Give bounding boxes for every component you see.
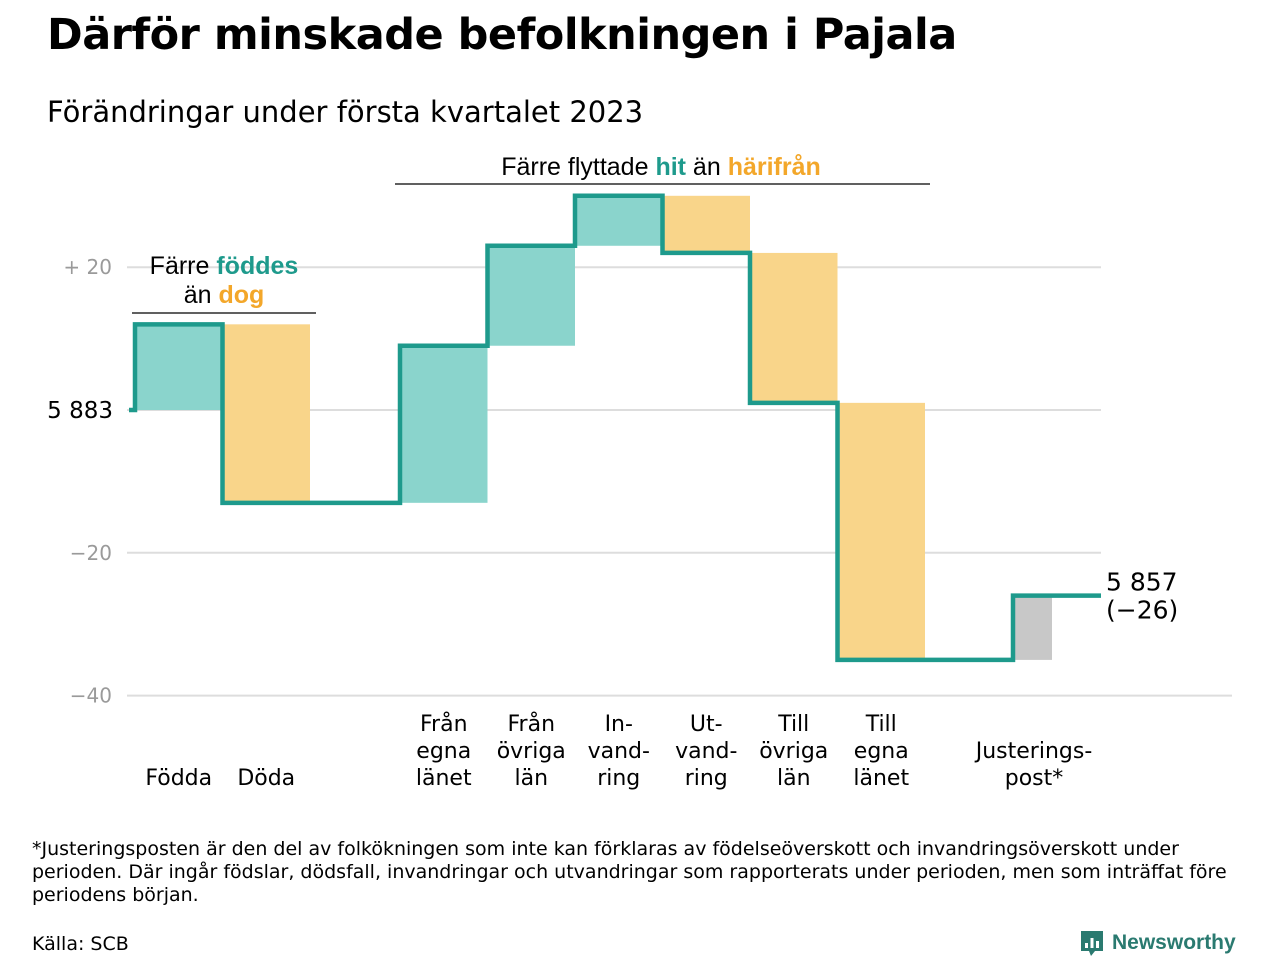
y-tick-label: −40 xyxy=(70,684,112,708)
category-label: vand- xyxy=(675,739,737,764)
annotation-part: härifrån xyxy=(728,153,821,181)
annotation-births: Färre föddes xyxy=(150,252,299,280)
y-tick-label: −20 xyxy=(70,541,112,565)
category-label: In- xyxy=(605,712,633,737)
gridlines xyxy=(127,266,1232,697)
step-line xyxy=(129,193,1101,663)
category-label: länet xyxy=(853,766,909,791)
end-value-label: 5 857 xyxy=(1106,568,1178,597)
category-label: Till xyxy=(865,712,897,737)
bar-invandring xyxy=(575,195,663,246)
category-label: län xyxy=(777,766,811,791)
bar-till-övriga-län xyxy=(750,252,838,403)
category-label: Födda xyxy=(145,766,212,791)
category-label: länet xyxy=(416,766,472,791)
category-label: egna xyxy=(416,739,471,764)
annotation-part: föddes xyxy=(216,252,298,280)
category-label: Från xyxy=(507,711,555,737)
category-label: Ut- xyxy=(690,712,723,737)
footnote: *Justeringsposten är den del av folkökni… xyxy=(32,838,1227,906)
page-title: Därför minskade befolkningen i Pajala xyxy=(47,10,957,60)
bar-utvandring xyxy=(662,195,750,253)
cumulative-step-line xyxy=(129,193,1101,663)
start-value-label: 5 883 xyxy=(47,398,113,424)
bar-födda xyxy=(135,324,223,410)
brand-name: Newsworthy xyxy=(1112,931,1236,954)
brand: Newsworthy xyxy=(1079,929,1236,957)
category-label: Döda xyxy=(237,766,295,791)
category-label: vand- xyxy=(588,739,650,764)
bar-från-övriga-län xyxy=(487,245,575,346)
bar-döda xyxy=(222,324,310,503)
category-label: övriga xyxy=(497,739,566,764)
annotation-part: Färre xyxy=(150,252,217,280)
newsworthy-logo-icon xyxy=(1081,931,1103,956)
category-label: ring xyxy=(597,766,640,791)
page-subtitle: Förändringar under första kvartalet 2023 xyxy=(47,95,644,129)
change-label: (−26) xyxy=(1106,596,1178,625)
annotation-part: än xyxy=(184,281,219,309)
category-label: Justerings- xyxy=(974,739,1093,764)
annotation-part: dog xyxy=(218,281,264,309)
bar-justeringspost- xyxy=(1013,595,1052,660)
annotation-part: Färre flyttade xyxy=(501,153,655,181)
category-label: egna xyxy=(854,739,909,764)
source-label: Källa: SCB xyxy=(32,933,129,955)
annotation-births: än dog xyxy=(184,281,265,309)
category-label: post* xyxy=(1005,766,1064,791)
annotation-migration: Färre flyttade hit än härifrån xyxy=(501,153,821,181)
bars xyxy=(135,195,1052,660)
y-tick-label: + 20 xyxy=(63,255,112,279)
annotation-part: än xyxy=(686,153,728,181)
bar-till-egna-länet xyxy=(837,402,925,660)
category-label: län xyxy=(514,766,548,791)
category-label: övriga xyxy=(759,739,828,764)
category-label: Från xyxy=(420,711,468,737)
annotation-part: hit xyxy=(655,153,686,181)
category-label: ring xyxy=(685,766,728,791)
bar-från-egna-länet xyxy=(400,345,488,503)
category-label: Till xyxy=(777,712,809,737)
